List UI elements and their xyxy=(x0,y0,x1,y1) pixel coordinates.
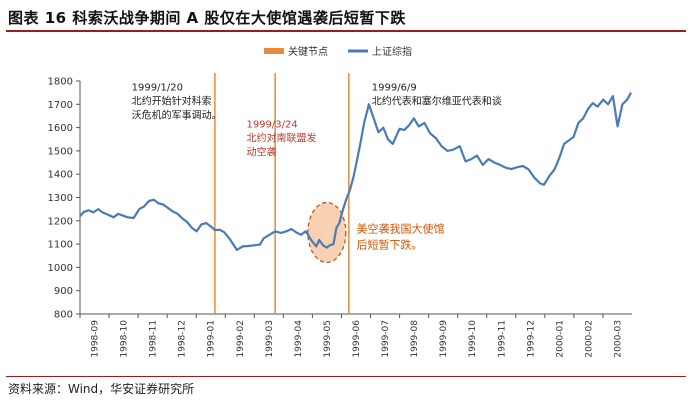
annotation-1-line: 北约开始针对科索 xyxy=(132,94,212,107)
y-tick-label: 1300 xyxy=(48,193,73,204)
x-tick-label: 2000-02 xyxy=(584,320,594,358)
annotation-1-line: 1999/1/20 xyxy=(132,82,183,93)
annotation-1-line: 沃危机的军事调动。 xyxy=(132,108,222,121)
y-tick-label: 1700 xyxy=(48,100,73,111)
annotation-4-line: 美空袭我国大使馆 xyxy=(356,221,444,235)
legend-swatch-events xyxy=(264,48,284,54)
x-tick-label: 1999-02 xyxy=(236,320,246,358)
y-tick-label: 800 xyxy=(54,310,73,321)
annotation-2-line: 北约对南联盟发 xyxy=(246,132,316,145)
legend-label-events: 关键节点 xyxy=(288,45,328,58)
y-tick-label: 1800 xyxy=(48,77,73,88)
chart: 关键节点 上证综指 800 900 1000 1100 1200 1300 1400 1500 1… xyxy=(48,45,632,358)
legend: 关键节点 上证综指 xyxy=(264,45,412,58)
bottom-rule xyxy=(6,376,686,377)
x-tick-label: 1999-11 xyxy=(497,320,507,358)
x-tick-label: 1998-11 xyxy=(149,320,159,358)
x-tick-label: 1999-07 xyxy=(381,320,391,358)
x-tick-label: 1999-03 xyxy=(265,320,275,358)
x-tick-label: 1999-08 xyxy=(410,320,420,358)
annotation-2-line: 1999/3/24 xyxy=(246,120,297,131)
legend-label-index: 上证综指 xyxy=(372,45,412,58)
x-tick-label: 1999-10 xyxy=(468,320,478,358)
event-lines xyxy=(214,73,350,314)
chart-title: 图表 16 科索沃战争期间 A 股仅在大使馆遇袭后短暂下跌 xyxy=(8,9,406,27)
annotation-2-line: 动空袭 xyxy=(246,146,276,159)
x-tick-label: 1999-04 xyxy=(294,320,304,358)
y-tick-label: 1000 xyxy=(48,263,73,274)
source-note: 资料来源：Wind，华安证券研究所 xyxy=(8,382,195,396)
y-tick-label: 1200 xyxy=(48,216,73,227)
axes: 800 900 1000 1100 1200 1300 1400 1500 1600 1700 18… xyxy=(48,77,632,358)
annotation-3-line: 北约代表和塞尔维亚代表和谈 xyxy=(372,94,502,107)
y-tick-label: 1500 xyxy=(48,146,73,157)
title-rule xyxy=(6,30,686,32)
series-line-shanghai-composite xyxy=(79,92,632,251)
x-tick-label: 1999-01 xyxy=(207,320,217,358)
x-tick-label: 1998-09 xyxy=(91,320,101,358)
series xyxy=(79,92,632,251)
x-tick-label: 1999-12 xyxy=(526,320,536,358)
y-tick-label: 1600 xyxy=(48,123,73,134)
highlight-ellipse-shape xyxy=(307,201,347,264)
annotation-3-line: 1999/6/9 xyxy=(372,82,417,93)
x-tick-label: 1999-09 xyxy=(439,320,449,358)
x-tick-label: 1998-10 xyxy=(120,320,130,358)
x-tick-label: 1998-12 xyxy=(178,320,188,358)
y-tick-label: 1100 xyxy=(48,240,73,251)
y-tick-label: 1400 xyxy=(48,170,73,181)
x-tick-label: 1999-05 xyxy=(323,320,333,358)
highlight-ellipse xyxy=(307,201,347,264)
annotation-4-line: 后短暂下跌。 xyxy=(356,237,422,251)
x-tick-label: 2000-01 xyxy=(555,320,565,358)
x-tick-label: 2000-03 xyxy=(613,320,623,358)
x-tick-label: 1999-06 xyxy=(352,320,362,358)
y-tick-label: 900 xyxy=(54,286,73,297)
